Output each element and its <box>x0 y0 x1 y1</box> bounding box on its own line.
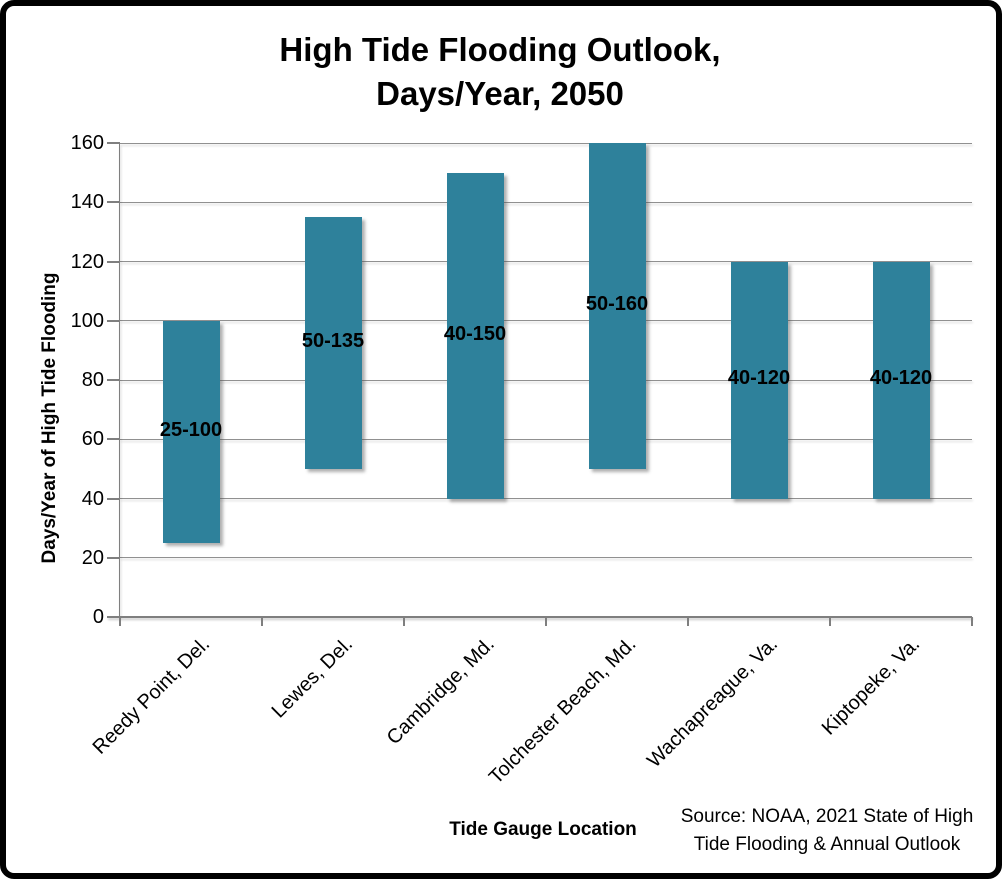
x-category-label: Kiptopeke, Va. <box>818 633 925 740</box>
bar-range-label: 40-120 <box>727 367 791 389</box>
bar-range-label: 50-160 <box>585 292 649 315</box>
y-tick-label: 140 <box>70 191 104 214</box>
range-bar-2 <box>304 217 362 469</box>
x-axis-tick <box>119 617 121 626</box>
y-axis-tick <box>107 497 120 500</box>
y-gridline <box>120 379 972 381</box>
y-axis-tick <box>107 142 120 144</box>
y-axis-tick <box>107 201 120 204</box>
y-axis-tick <box>107 379 120 381</box>
chart-title-line1: High Tide Flooding Outlook, <box>279 31 721 68</box>
x-axis-tick <box>829 617 831 626</box>
chart-title: High Tide Flooding Outlook, Days/Year, 2… <box>279 28 720 116</box>
range-bar-6 <box>872 261 930 499</box>
y-gridline <box>120 142 972 144</box>
y-axis-tick <box>107 556 120 559</box>
y-tick-label: 0 <box>92 606 104 628</box>
y-tick-label: 100 <box>70 309 104 332</box>
bar-range-label: 40-150 <box>443 322 507 345</box>
bar-range-label: 25-100 <box>159 418 223 441</box>
y-gridline <box>120 261 972 262</box>
y-tick-label: 120 <box>70 250 104 273</box>
bar-range-label: 40-120 <box>869 367 933 389</box>
x-category-label: Tolchester Beach, Md. <box>485 633 641 789</box>
x-axis-tick <box>403 617 405 626</box>
y-axis-tick <box>107 260 120 263</box>
x-axis-tick <box>545 617 547 626</box>
y-tick-label: 80 <box>81 369 104 391</box>
y-gridline <box>120 320 972 322</box>
x-category-label: Cambridge, Md. <box>382 633 499 750</box>
source-note-line2: Tide Flooding & Annual Outlook <box>693 834 961 855</box>
range-bar-1 <box>162 320 220 543</box>
source-note-line1: Source: NOAA, 2021 State of High <box>680 806 974 827</box>
bar-range-label: 50-135 <box>301 329 365 352</box>
x-axis-tick <box>971 617 973 626</box>
x-category-label: Lewes, Del. <box>267 633 357 723</box>
x-axis-tick <box>261 617 263 626</box>
y-tick-label: 20 <box>81 546 104 569</box>
x-category-label: Reedy Point, Del. <box>88 633 215 759</box>
range-bar-3 <box>446 172 504 499</box>
chart-title-line2: Days/Year, 2050 <box>376 75 624 112</box>
x-category-label: Wachapreague, Va. <box>643 633 783 772</box>
y-axis-title: Days/Year of High Tide Flooding <box>39 272 60 564</box>
range-bar-4 <box>588 143 646 469</box>
y-tick-label: 60 <box>81 428 104 451</box>
y-axis-line <box>119 143 120 617</box>
y-tick-label: 160 <box>70 132 104 154</box>
y-axis-tick <box>107 319 120 322</box>
range-bar-5 <box>730 261 788 499</box>
y-gridline <box>120 201 972 203</box>
y-tick-label: 40 <box>81 487 104 510</box>
y-axis-tick <box>107 438 120 441</box>
y-gridline <box>120 498 972 499</box>
y-gridline <box>120 557 972 559</box>
x-axis-title: Tide Gauge Location <box>449 819 637 840</box>
x-axis-line <box>107 616 972 618</box>
y-gridline <box>120 438 972 440</box>
x-axis-tick <box>687 617 689 626</box>
source-note: Source: NOAA, 2021 State of High Tide Fl… <box>672 803 982 859</box>
